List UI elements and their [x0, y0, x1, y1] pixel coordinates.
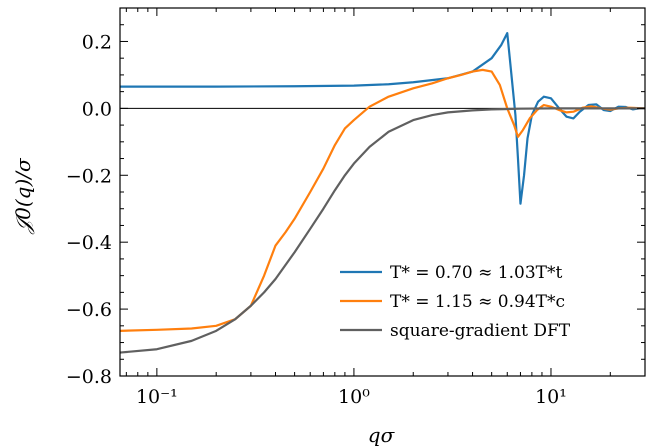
legend: T* = 0.70 ≈ 1.03T*t T* = 1.15 ≈ 0.94T*c sq… [340, 263, 571, 341]
plot-frame [119, 7, 646, 377]
y-tick-label: 0.0 [82, 98, 112, 120]
y-tick-label: 0.2 [82, 31, 112, 53]
legend-label-2: T* = 1.15 ≈ 0.94T*c [390, 292, 565, 312]
x-tick-label: 10⁻¹ [136, 386, 178, 408]
series-line-3 [119, 107, 645, 354]
plot-area: 0.2 0.0 −0.2 −0.4 −0.6 −0.8 10⁻¹ 10⁰ 10¹ [66, 7, 646, 408]
y-tick-label: −0.2 [66, 165, 112, 187]
legend-label-1: T* = 0.70 ≈ 1.03T*t [390, 263, 562, 283]
y-tick-label: −0.4 [66, 232, 112, 254]
series-line-1 [120, 31, 645, 205]
y-axis-label: 𝒥0(q)/σ [11, 157, 35, 235]
series-line-2 [119, 68, 646, 332]
y-tick-label: −0.6 [66, 299, 112, 321]
x-tick-label: 10¹ [535, 386, 567, 408]
y-tick-label: −0.8 [66, 366, 112, 388]
x-axis-label: qσ [368, 423, 396, 447]
x-tick-label: 10⁰ [338, 386, 370, 408]
legend-label-3: square-gradient DFT [390, 321, 571, 341]
